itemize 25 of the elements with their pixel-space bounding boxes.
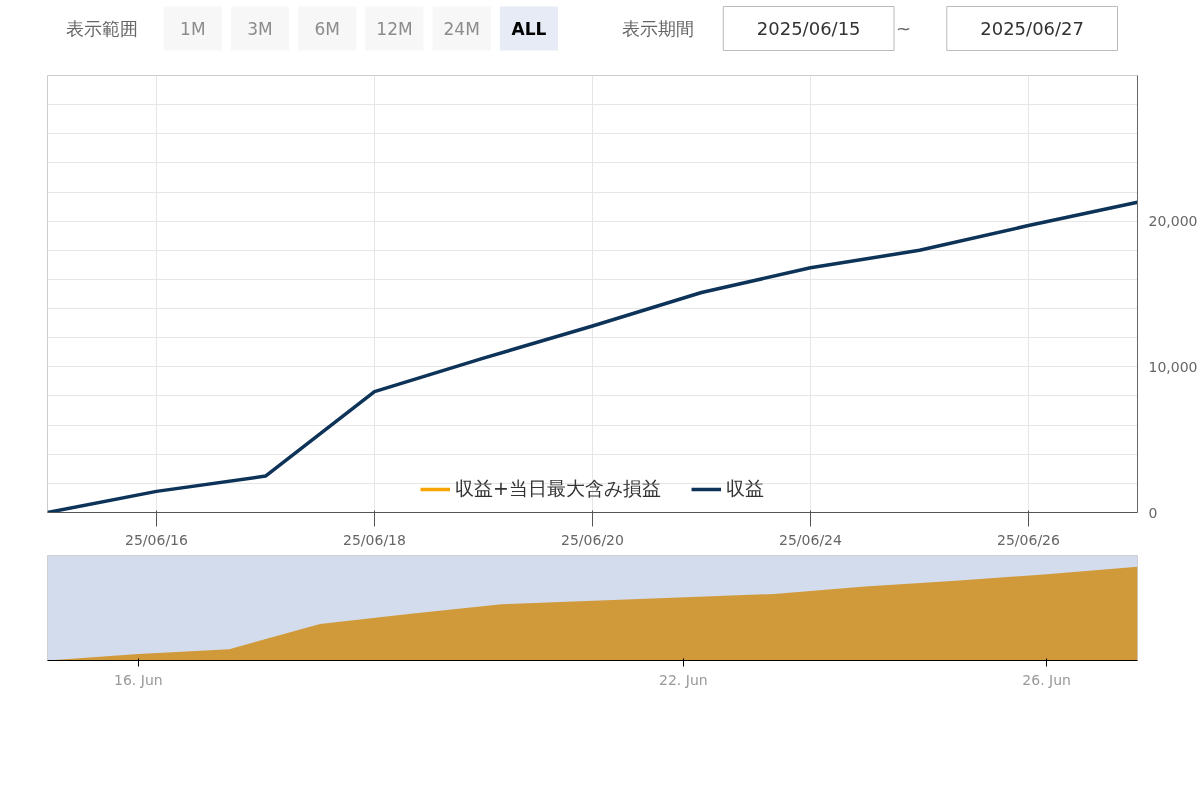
y-tick-label: 20,000 <box>1148 213 1198 230</box>
text: ~ <box>895 18 911 39</box>
line-series <box>47 200 1138 513</box>
text: 2025/06/27 <box>980 18 1085 39</box>
text: 24M <box>443 18 480 39</box>
x-tick-label: 25/06/18 <box>343 531 406 548</box>
x-tick-label: 25/06/20 <box>561 531 624 548</box>
x-tick-label: 22. Jun <box>659 671 708 688</box>
x-tick-label: 16. Jun <box>114 671 163 688</box>
legend-label: 収益 <box>725 476 764 501</box>
text: 6M <box>314 18 341 39</box>
x-tick-label: 25/06/24 <box>779 531 843 548</box>
text: ALL <box>511 18 547 39</box>
x-tick-label: 26. Jun <box>1022 671 1071 688</box>
text: 3M <box>247 18 273 39</box>
text: 2025/06/15 <box>756 18 861 39</box>
text: 12M <box>376 18 413 39</box>
legend-label: 収益+当日最大含み損益 <box>455 476 661 501</box>
text: 1M <box>180 18 206 39</box>
y-tick-label: 10,000 <box>1148 358 1198 375</box>
y-tick-label: 0 <box>1148 504 1158 521</box>
text: 表示期間 <box>621 18 694 39</box>
x-tick-label: 25/06/26 <box>997 531 1061 548</box>
text: 表示範囲 <box>65 18 138 39</box>
x-tick-label: 25/06/16 <box>125 531 189 548</box>
